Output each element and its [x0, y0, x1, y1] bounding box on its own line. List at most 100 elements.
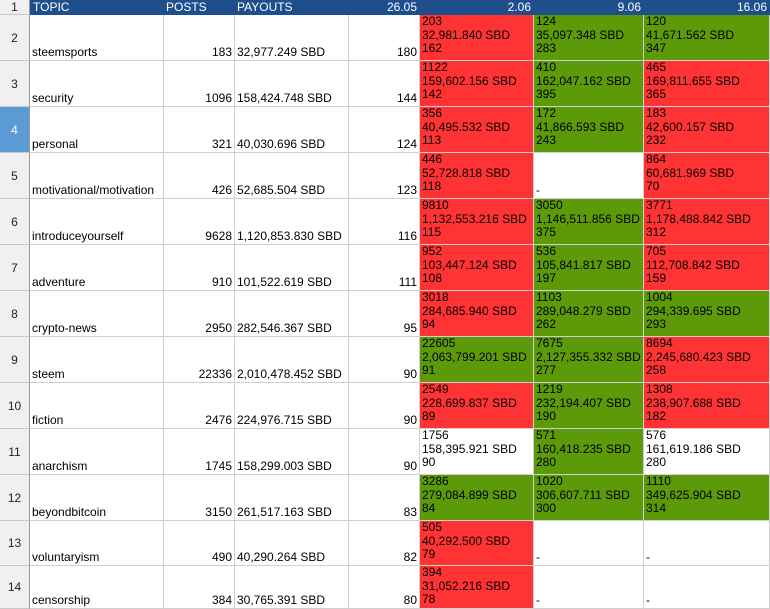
- cell-posts[interactable]: 183: [164, 15, 235, 61]
- cell-posts[interactable]: 2950: [164, 291, 235, 337]
- cell-week-w4[interactable]: 3771 1,178,488.842 SBD 312: [644, 199, 770, 245]
- cell-topic[interactable]: steemsports: [30, 15, 164, 61]
- cell-26-05[interactable]: 80: [349, 566, 420, 609]
- cell-week-w2[interactable]: 1756 158,395.921 SBD 90: [420, 429, 534, 475]
- cell-week-w2[interactable]: 22605 2,063,799.201 SBD 91: [420, 337, 534, 383]
- cell-week-w4[interactable]: -: [644, 566, 770, 609]
- cell-week-w4[interactable]: 576 161,619.186 SBD 280: [644, 429, 770, 475]
- cell-26-05[interactable]: 116: [349, 199, 420, 245]
- cell-26-05[interactable]: 95: [349, 291, 420, 337]
- row-header-10[interactable]: 10: [0, 383, 30, 429]
- row-header-2[interactable]: 2: [0, 15, 30, 61]
- cell-week-w4[interactable]: 1308 238,907.688 SBD 182: [644, 383, 770, 429]
- cell-payouts[interactable]: 158,299.003 SBD: [235, 429, 349, 475]
- cell-26-05[interactable]: 144: [349, 61, 420, 107]
- cell-week-w3[interactable]: 1020 306,607.711 SBD 300: [534, 475, 644, 521]
- cell-week-w4[interactable]: 120 41,671.562 SBD 347: [644, 15, 770, 61]
- cell-posts[interactable]: 2476: [164, 383, 235, 429]
- row-header-3[interactable]: 3: [0, 61, 30, 107]
- cell-week-w4[interactable]: 8694 2,245,680.423 SBD 258: [644, 337, 770, 383]
- cell-26-05[interactable]: 111: [349, 245, 420, 291]
- cell-week-w2[interactable]: 203 32,981.840 SBD 162: [420, 15, 534, 61]
- cell-payouts[interactable]: 224,976.715 SBD: [235, 383, 349, 429]
- row-header-7[interactable]: 7: [0, 245, 30, 291]
- cell-week-w4[interactable]: 864 60,681.969 SBD 70: [644, 153, 770, 199]
- cell-payouts[interactable]: 52,685.504 SBD: [235, 153, 349, 199]
- cell-payouts[interactable]: 40,030.696 SBD: [235, 107, 349, 153]
- cell-week-w3[interactable]: 571 160,418.235 SBD 280: [534, 429, 644, 475]
- cell-posts[interactable]: 3150: [164, 475, 235, 521]
- cell-week-w3[interactable]: 410 162,047.162 SBD 395: [534, 61, 644, 107]
- column-header-9-06[interactable]: 9.06: [534, 0, 644, 15]
- cell-26-05[interactable]: 83: [349, 475, 420, 521]
- cell-posts[interactable]: 384: [164, 566, 235, 609]
- cell-payouts[interactable]: 261,517.163 SBD: [235, 475, 349, 521]
- cell-posts[interactable]: 426: [164, 153, 235, 199]
- cell-week-w3[interactable]: -: [534, 521, 644, 566]
- cell-posts[interactable]: 9628: [164, 199, 235, 245]
- cell-payouts[interactable]: 282,546.367 SBD: [235, 291, 349, 337]
- cell-payouts[interactable]: 30,765.391 SBD: [235, 566, 349, 609]
- cell-posts[interactable]: 321: [164, 107, 235, 153]
- cell-topic[interactable]: adventure: [30, 245, 164, 291]
- cell-week-w4[interactable]: 465 169,811.655 SBD 365: [644, 61, 770, 107]
- cell-week-w3[interactable]: 7675 2,127,355.332 SBD 277: [534, 337, 644, 383]
- cell-week-w3[interactable]: -: [534, 153, 644, 199]
- cell-week-w2[interactable]: 2549 228,699.837 SBD 89: [420, 383, 534, 429]
- cell-week-w4[interactable]: 1004 294,339.695 SBD 293: [644, 291, 770, 337]
- cell-26-05[interactable]: 180: [349, 15, 420, 61]
- cell-week-w3[interactable]: 1219 232,194.407 SBD 190: [534, 383, 644, 429]
- cell-week-w4[interactable]: 183 42,600.157 SBD 232: [644, 107, 770, 153]
- column-header-posts[interactable]: POSTS: [164, 0, 235, 15]
- cell-payouts[interactable]: 32,977.249 SBD: [235, 15, 349, 61]
- column-header-topic[interactable]: TOPIC: [30, 0, 164, 15]
- column-header-26-05[interactable]: 26.05: [349, 0, 420, 15]
- cell-26-05[interactable]: 90: [349, 337, 420, 383]
- cell-topic[interactable]: censorship: [30, 566, 164, 609]
- row-header-13[interactable]: 13: [0, 521, 30, 566]
- column-header-2-06[interactable]: 2.06: [420, 0, 534, 15]
- cell-payouts[interactable]: 1,120,853.830 SBD: [235, 199, 349, 245]
- cell-topic[interactable]: fiction: [30, 383, 164, 429]
- cell-week-w3[interactable]: 536 105,841.817 SBD 197: [534, 245, 644, 291]
- cell-week-w3[interactable]: -: [534, 566, 644, 609]
- cell-week-w2[interactable]: 1122 159,602.156 SBD 142: [420, 61, 534, 107]
- cell-topic[interactable]: security: [30, 61, 164, 107]
- cell-topic[interactable]: beyondbitcoin: [30, 475, 164, 521]
- cell-26-05[interactable]: 82: [349, 521, 420, 566]
- cell-topic[interactable]: introduceyourself: [30, 199, 164, 245]
- cell-topic[interactable]: anarchism: [30, 429, 164, 475]
- cell-week-w3[interactable]: 1103 289,048.279 SBD 262: [534, 291, 644, 337]
- cell-payouts[interactable]: 158,424.748 SBD: [235, 61, 349, 107]
- cell-week-w4[interactable]: -: [644, 521, 770, 566]
- cell-26-05[interactable]: 124: [349, 107, 420, 153]
- cell-topic[interactable]: crypto-news: [30, 291, 164, 337]
- cell-payouts[interactable]: 2,010,478.452 SBD: [235, 337, 349, 383]
- cell-topic[interactable]: voluntaryism: [30, 521, 164, 566]
- cell-week-w4[interactable]: 705 112,708.842 SBD 159: [644, 245, 770, 291]
- cell-26-05[interactable]: 90: [349, 429, 420, 475]
- row-header-4[interactable]: 4: [0, 107, 30, 153]
- column-header-payouts[interactable]: PAYOUTS: [235, 0, 349, 15]
- cell-week-w2[interactable]: 505 40,292.500 SBD 79: [420, 521, 534, 566]
- cell-week-w3[interactable]: 124 35,097.348 SBD 283: [534, 15, 644, 61]
- row-header-5[interactable]: 5: [0, 153, 30, 199]
- cell-topic[interactable]: steem: [30, 337, 164, 383]
- cell-payouts[interactable]: 101,522.619 SBD: [235, 245, 349, 291]
- row-header-9[interactable]: 9: [0, 337, 30, 383]
- cell-week-w2[interactable]: 3286 279,084.899 SBD 84: [420, 475, 534, 521]
- cell-topic[interactable]: personal: [30, 107, 164, 153]
- cell-posts[interactable]: 1096: [164, 61, 235, 107]
- cell-week-w2[interactable]: 3018 284,685.940 SBD 94: [420, 291, 534, 337]
- cell-payouts[interactable]: 40,290.264 SBD: [235, 521, 349, 566]
- cell-week-w2[interactable]: 356 40,495.532 SBD 113: [420, 107, 534, 153]
- cell-posts[interactable]: 22336: [164, 337, 235, 383]
- cell-week-w2[interactable]: 394 31,052.216 SBD 78: [420, 566, 534, 609]
- row-header-6[interactable]: 6: [0, 199, 30, 245]
- cell-week-w2[interactable]: 952 103,447.124 SBD 108: [420, 245, 534, 291]
- column-header-16-06[interactable]: 16.06: [644, 0, 770, 15]
- row-header-8[interactable]: 8: [0, 291, 30, 337]
- row-header-1[interactable]: 1: [0, 0, 30, 15]
- cell-posts[interactable]: 910: [164, 245, 235, 291]
